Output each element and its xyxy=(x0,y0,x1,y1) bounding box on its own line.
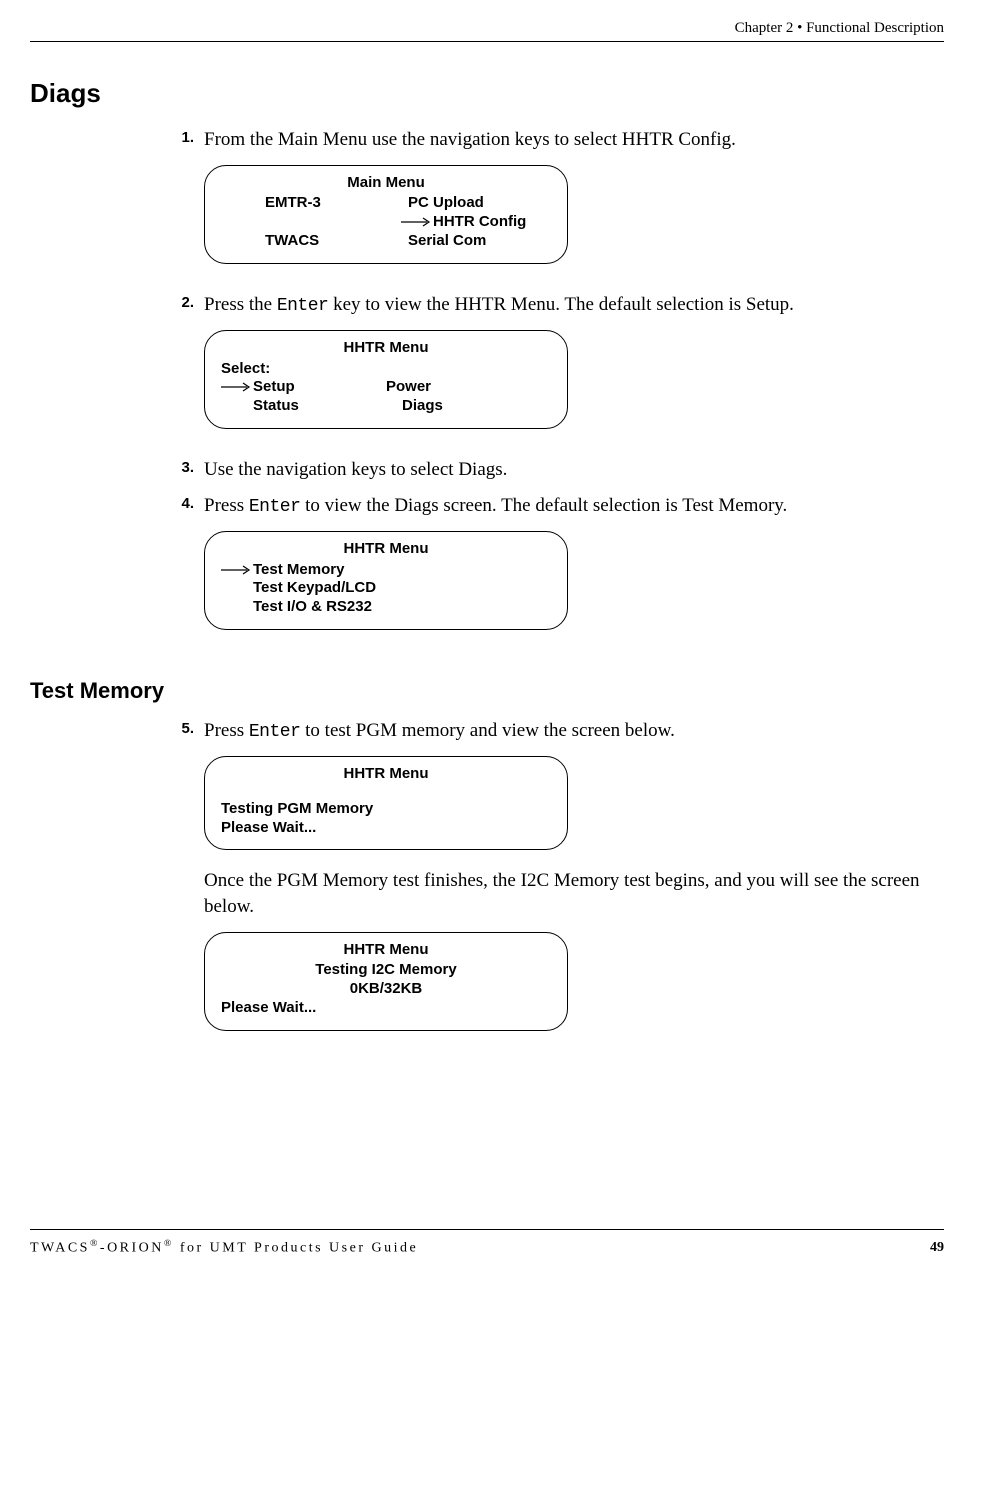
step-5-text-a: Press xyxy=(204,720,249,741)
step-1-text: From the Main Menu use the navigation ke… xyxy=(204,129,736,150)
lcd-title: HHTR Menu xyxy=(221,540,551,559)
lcd-item: TWACS xyxy=(221,232,408,251)
lcd-line: Please Wait... xyxy=(221,999,551,1018)
step-number: 4. xyxy=(160,493,204,512)
lcd-item-selected: Test Memory xyxy=(253,561,344,578)
enter-key: Enter xyxy=(249,722,301,742)
lcd-item: EMTR-3 xyxy=(221,194,408,213)
step-4-text-a: Press xyxy=(204,495,249,516)
lcd-line: Testing I2C Memory xyxy=(221,961,551,980)
section-heading-diags: Diags xyxy=(30,78,944,109)
lcd-title: Main Menu xyxy=(221,174,551,193)
step-2-text-b: key to view the HHTR Menu. The default s… xyxy=(328,294,794,315)
page-header: Chapter 2 • Functional Description xyxy=(30,20,944,42)
lcd-item: Test Keypad/LCD xyxy=(221,579,551,598)
lcd-title: HHTR Menu xyxy=(221,765,551,784)
step-number: 3. xyxy=(160,457,204,476)
arrow-icon xyxy=(221,382,253,392)
chapter-label: Chapter 2 • Functional Description xyxy=(735,20,944,36)
step-1: 1. From the Main Menu use the navigation… xyxy=(160,127,944,282)
arrow-icon xyxy=(401,217,433,227)
lcd-main-menu: Main Menu EMTR-3 PC Upload HHTR Config T… xyxy=(204,165,568,264)
lcd-title: HHTR Menu xyxy=(221,339,551,358)
enter-key: Enter xyxy=(249,497,301,517)
step-2-text-a: Press the xyxy=(204,294,277,315)
footer-title: TWACS®-ORION® for UMT Products User Guid… xyxy=(30,1238,418,1257)
lcd-select-label: Select: xyxy=(221,360,551,379)
lcd-testing-i2c: HHTR Menu Testing I2C Memory 0KB/32KB Pl… xyxy=(204,932,568,1031)
lcd-item: Status xyxy=(221,397,402,416)
step-number: 1. xyxy=(160,127,204,146)
step-number: 2. xyxy=(160,292,204,311)
page: Chapter 2 • Functional Description Diags… xyxy=(0,0,984,1276)
lcd-item: Power xyxy=(386,378,551,397)
enter-key: Enter xyxy=(277,296,329,316)
step-list: 1. From the Main Menu use the navigation… xyxy=(160,127,944,648)
lcd-title: HHTR Menu xyxy=(221,941,551,960)
page-footer: TWACS®-ORION® for UMT Products User Guid… xyxy=(30,1229,944,1257)
step-5-text-b: to test PGM memory and view the screen b… xyxy=(300,720,674,741)
lcd-line: 0KB/32KB xyxy=(221,980,551,999)
lcd-item: Serial Com xyxy=(408,232,551,251)
step-3-text: Use the navigation keys to select Diags. xyxy=(204,459,507,480)
lcd-line: Please Wait... xyxy=(221,819,551,838)
step-list-2: 5. Press Enter to test PGM memory and vi… xyxy=(160,718,944,1049)
lcd-item-selected: HHTR Config xyxy=(433,213,526,230)
step-5: 5. Press Enter to test PGM memory and vi… xyxy=(160,718,944,1049)
step-number: 5. xyxy=(160,718,204,737)
lcd-testing-pgm: HHTR Menu Testing PGM Memory Please Wait… xyxy=(204,756,568,850)
step-4-text-b: to view the Diags screen. The default se… xyxy=(300,495,787,516)
lcd-item-selected: Setup xyxy=(253,378,295,395)
arrow-icon xyxy=(221,565,253,575)
lcd-item: Diags xyxy=(402,397,551,416)
step-3: 3. Use the navigation keys to select Dia… xyxy=(160,457,944,483)
lcd-hhtr-menu: HHTR Menu Select: Setup Power Status Dia… xyxy=(204,330,568,429)
step-2: 2. Press the Enter key to view the HHTR … xyxy=(160,292,944,447)
paragraph-after-5: Once the PGM Memory test finishes, the I… xyxy=(204,868,944,919)
lcd-line: Testing PGM Memory xyxy=(221,800,551,819)
page-number: 49 xyxy=(930,1240,944,1256)
lcd-item: Test I/O & RS232 xyxy=(221,598,551,617)
lcd-item: PC Upload xyxy=(408,194,551,213)
section-heading-test-memory: Test Memory xyxy=(30,678,944,704)
step-4: 4. Press Enter to view the Diags screen.… xyxy=(160,493,944,648)
lcd-diags-menu: HHTR Menu Test Memory Test Keypad/LCD Te… xyxy=(204,531,568,630)
